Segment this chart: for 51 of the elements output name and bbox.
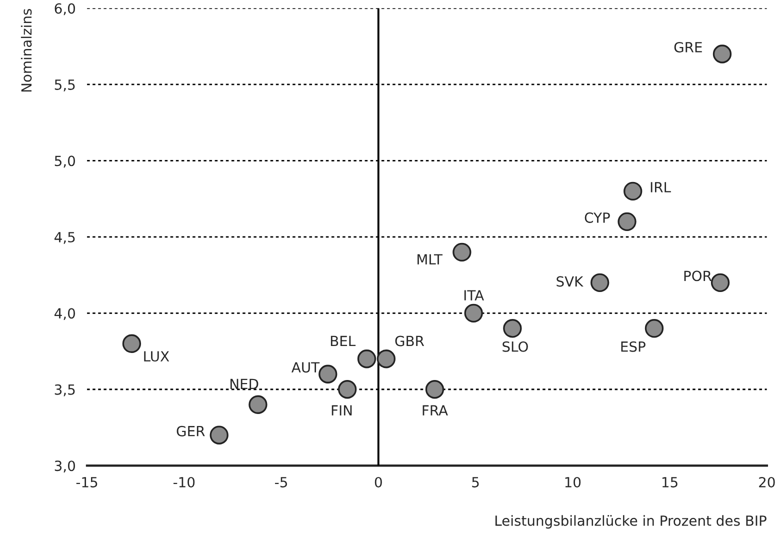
point <box>712 44 732 64</box>
annotation: IRL <box>650 182 671 192</box>
y-axis-title: Nominalzins <box>20 8 32 92</box>
point <box>376 350 396 368</box>
point <box>248 395 268 414</box>
x-axis-title: Leistungsbilanzlücke in Prozent des BIP <box>495 515 766 529</box>
x-tick-label: 0 <box>374 476 382 488</box>
point <box>710 273 730 292</box>
y-tick-label: 5,5 <box>54 80 75 92</box>
annotation: LUX <box>144 351 170 362</box>
y-tick-label: 3,5 <box>54 384 75 396</box>
point <box>464 304 483 322</box>
point <box>624 182 642 201</box>
annotation: FRA <box>422 405 448 416</box>
point <box>425 380 444 399</box>
annotation: AUT <box>292 362 320 373</box>
x-tick-label: -5 <box>275 477 287 488</box>
annotation: GBR <box>395 336 424 346</box>
y-tick-label: 4,5 <box>54 232 75 244</box>
x-tick-label: 10 <box>565 476 581 488</box>
point <box>338 380 357 399</box>
annotation: NED <box>230 378 258 390</box>
annotation: MLT <box>418 254 443 264</box>
annotation: SLO <box>502 341 528 352</box>
x-tick-label: 20 <box>759 476 775 488</box>
point <box>644 319 664 338</box>
point <box>357 350 376 368</box>
annotation: GRE <box>674 42 702 52</box>
point <box>452 242 472 262</box>
y-tick-label: 4,0 <box>54 308 75 320</box>
y-tick-label: 3,0 <box>54 460 75 472</box>
point <box>618 212 636 232</box>
x-tick-label: -10 <box>173 476 195 488</box>
annotation: GER <box>176 426 205 436</box>
point <box>503 319 522 338</box>
point <box>210 426 228 444</box>
annotation: ITA <box>464 290 484 300</box>
point <box>122 334 142 353</box>
annotation: FIN <box>332 405 352 416</box>
point <box>318 364 338 384</box>
y-tick-label: 5,0 <box>54 156 75 168</box>
annotation: ESP <box>621 341 646 352</box>
annotation: BEL <box>330 336 356 346</box>
point <box>590 273 610 292</box>
annotation: CYP <box>584 212 610 223</box>
annotation: POR <box>684 270 712 282</box>
x-tick-label: -15 <box>76 477 98 488</box>
y-tick-label: 6,0 <box>54 3 75 16</box>
annotation: SVK <box>556 276 584 287</box>
x-tick-label: 5 <box>472 477 479 488</box>
x-tick-label: 15 <box>662 477 678 488</box>
